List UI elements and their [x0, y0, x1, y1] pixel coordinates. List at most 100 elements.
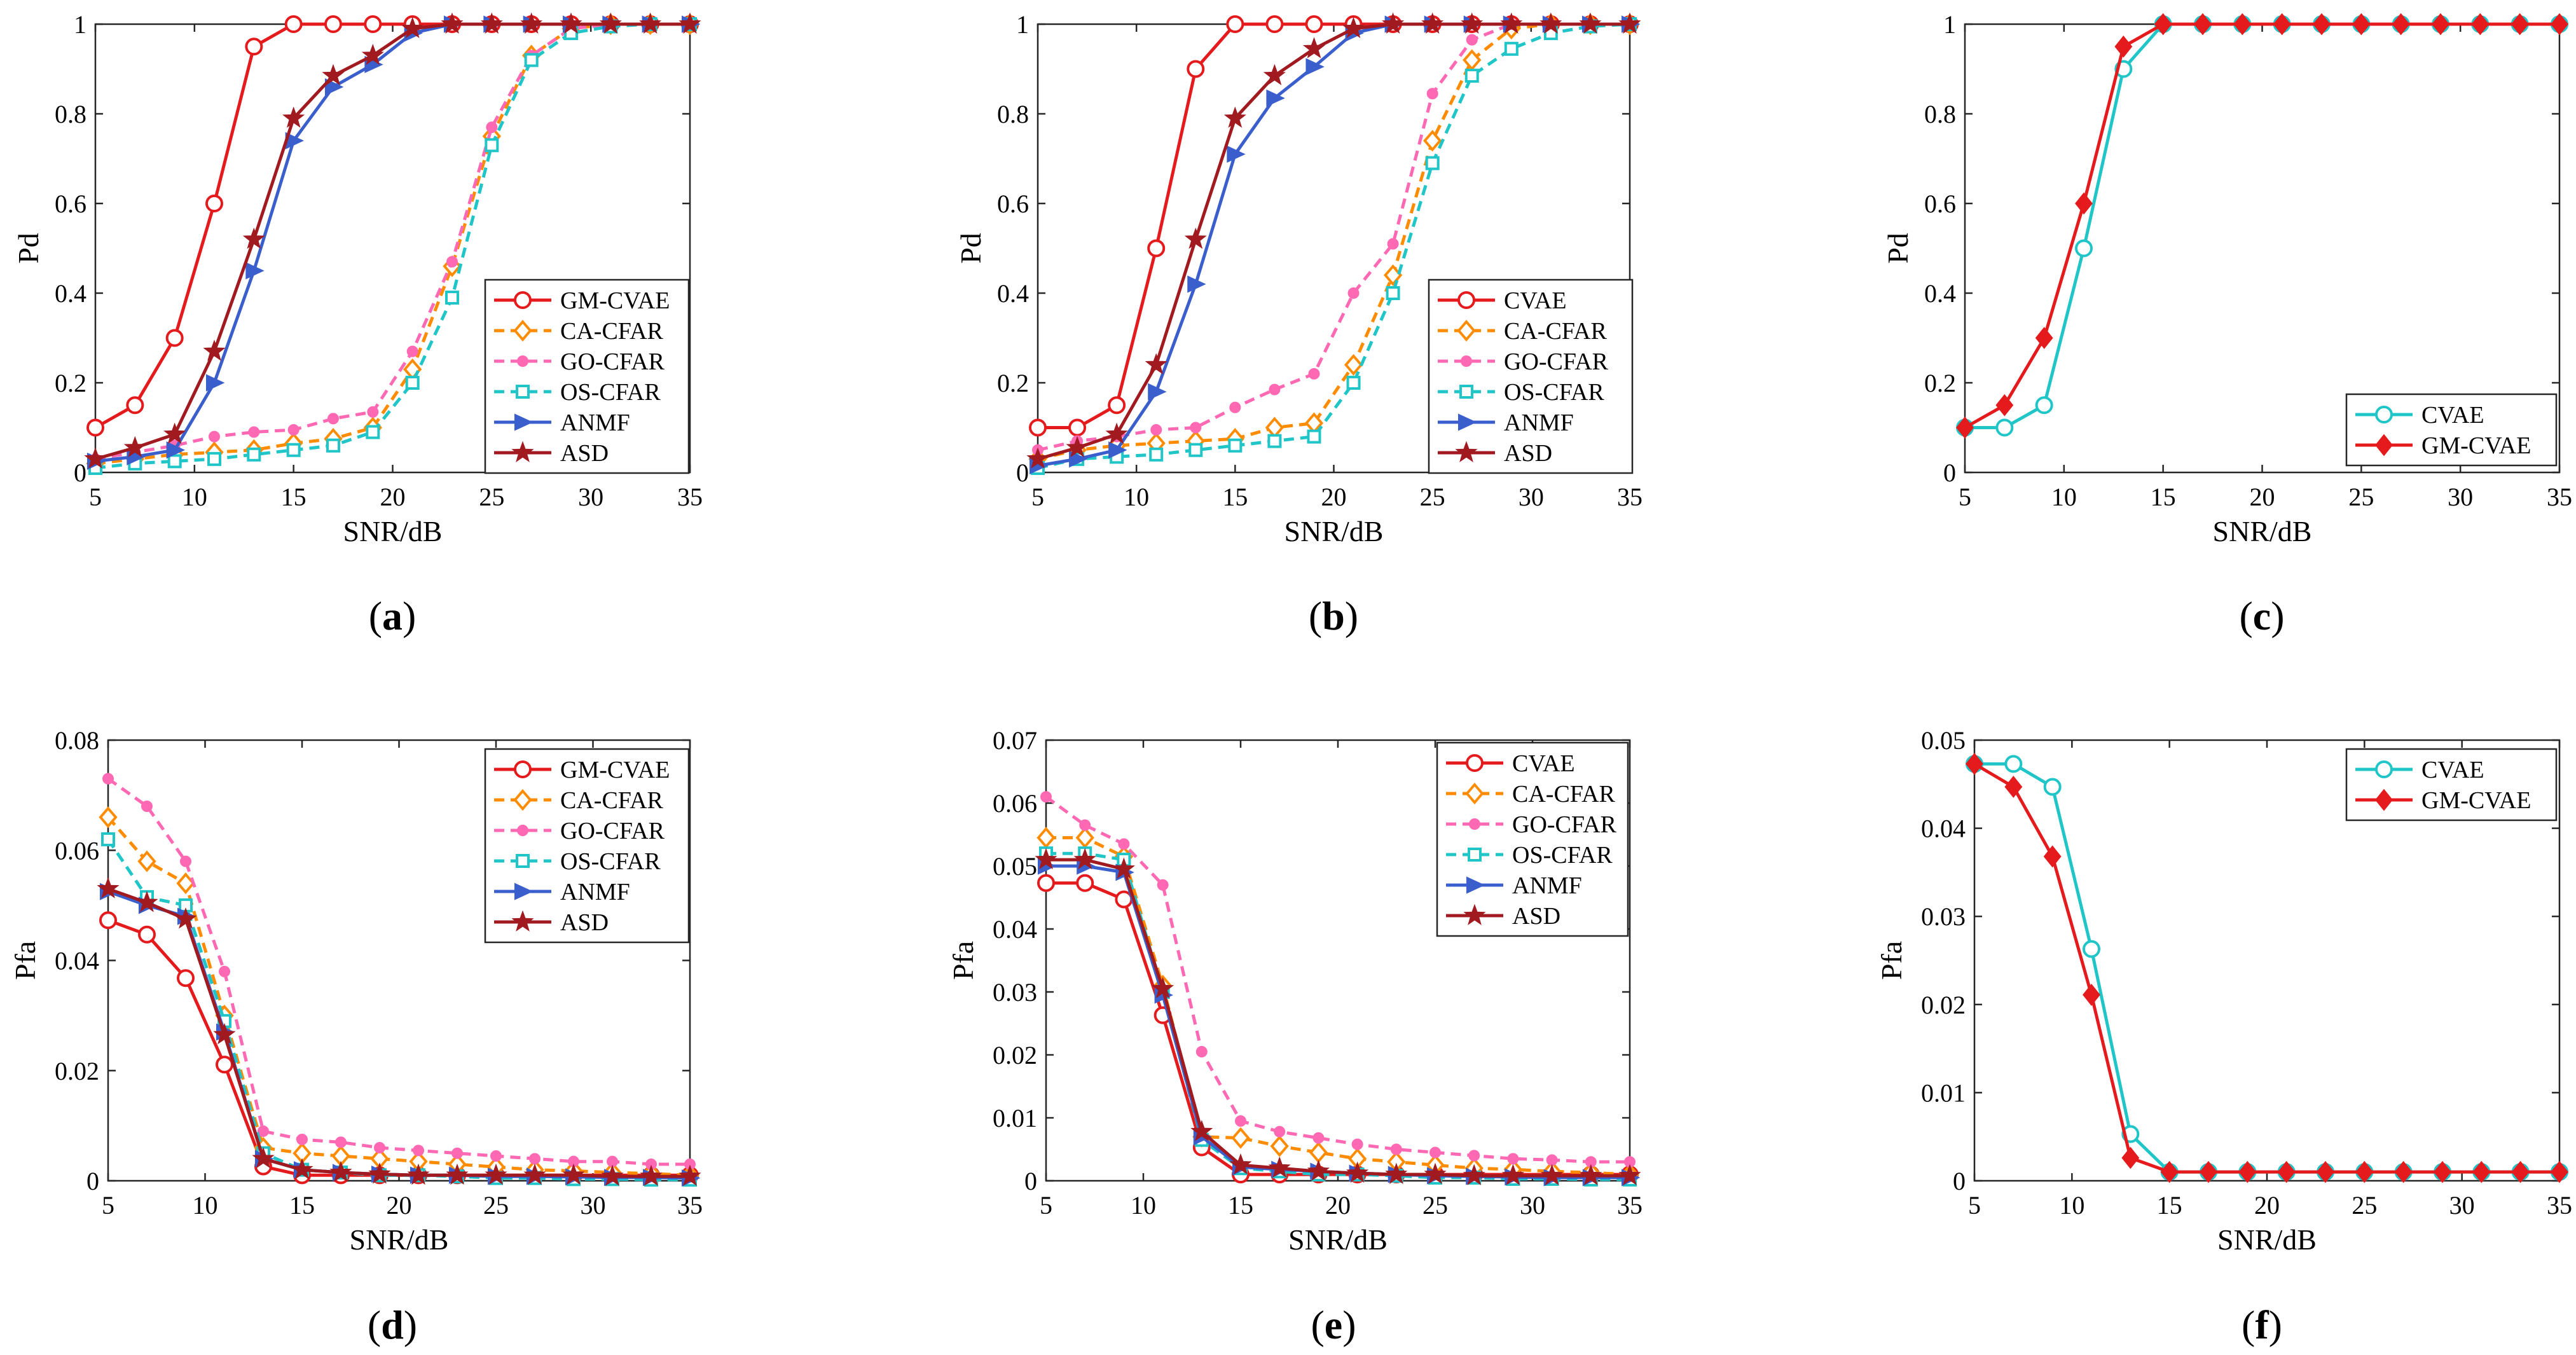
y-tick-label: 0.04 [1921, 815, 1966, 843]
data-point [1351, 1138, 1363, 1150]
legend: CVAE CA-CFAR GO-CFAR OS-CFAR ANMF ASD [1436, 741, 1629, 937]
y-tick-label: 0.02 [993, 1041, 1037, 1070]
data-point [640, 1164, 663, 1186]
data-point [176, 872, 195, 895]
legend-label: OS-CFAR [1512, 842, 1613, 869]
y-tick-label: 0.01 [993, 1104, 1037, 1132]
data-point [126, 396, 144, 415]
data-point [325, 78, 344, 96]
x-axis-label: SNR/dB [2217, 1223, 2317, 1256]
data-point [361, 43, 384, 65]
data-point [2277, 1160, 2296, 1183]
data-point [601, 1164, 624, 1186]
data-point [401, 17, 424, 38]
data-point [1037, 827, 1056, 849]
data-point [446, 1163, 469, 1185]
data-point [403, 358, 422, 380]
data-point [1995, 394, 2014, 416]
data-point [1076, 874, 1094, 892]
data-point [1073, 848, 1096, 870]
data-point [213, 1022, 236, 1045]
series-gm-cvae [1956, 13, 2568, 439]
x-tick-label: 15 [1222, 483, 1248, 511]
data-point [1231, 1127, 1250, 1149]
data-point [327, 413, 339, 425]
data-point [1265, 15, 1284, 33]
data-point [2551, 1160, 2568, 1183]
data-point [1188, 443, 1203, 457]
legend-label: ASD [1504, 440, 1552, 467]
data-point [441, 12, 464, 34]
legend-label: GM-CVAE [2421, 787, 2531, 814]
y-tick-label: 0.03 [1921, 902, 1966, 931]
data-point [180, 855, 191, 867]
data-point [1346, 376, 1361, 390]
data-point [1145, 353, 1167, 375]
data-point [1029, 418, 1047, 437]
y-axis-label: Pd [1882, 233, 1914, 264]
data-point [2075, 192, 2093, 215]
data-point [203, 340, 226, 361]
y-tick-label: 1 [1943, 10, 1956, 39]
data-point [207, 451, 221, 466]
y-tick-label: 0.2 [1924, 369, 1956, 397]
data-point [1302, 37, 1325, 58]
x-tick-label: 20 [380, 483, 406, 511]
legend-label: GM-CVAE [560, 757, 670, 783]
data-point [1223, 106, 1246, 128]
data-point [137, 850, 156, 872]
data-point [1507, 1153, 1519, 1165]
x-tick-label: 35 [2547, 483, 2572, 511]
x-tick-label: 35 [677, 1191, 703, 1220]
data-point [1079, 819, 1091, 831]
data-point [2313, 13, 2331, 36]
data-point [1466, 34, 1478, 46]
data-point [368, 1162, 391, 1184]
data-point [560, 12, 582, 34]
legend-marker [1459, 385, 1473, 399]
y-tick-label: 1 [1016, 10, 1029, 39]
data-point [520, 12, 543, 34]
legend-marker [1466, 754, 1484, 772]
data-point [165, 329, 184, 347]
data-point [599, 12, 622, 34]
x-tick-label: 25 [1420, 483, 1445, 511]
x-tick-label: 5 [102, 1191, 114, 1220]
series-line [1964, 22, 2559, 429]
y-tick-label: 0.6 [997, 189, 1029, 218]
x-tick-label: 25 [479, 483, 504, 511]
data-point [446, 256, 458, 268]
data-point [1274, 1125, 1286, 1138]
legend-marker [1465, 782, 1484, 805]
legend-marker [1466, 876, 1485, 894]
y-tick-label: 0.05 [993, 852, 1037, 881]
series-go-cfar [102, 773, 696, 1171]
data-point [2083, 940, 2100, 958]
data-point [2075, 239, 2093, 258]
chart-panel-c: 5 10 15 20 25 30 35 0 0.2 0.4 0.6 0.8 1 SNR/dB Pd CVAE G… [1882, 10, 2572, 638]
x-tick-label: 5 [1959, 483, 1971, 511]
data-point [1266, 89, 1285, 107]
legend-label: ASD [560, 440, 609, 467]
y-axis-label: Pd [12, 233, 45, 264]
data-point [2273, 13, 2291, 36]
data-point [2394, 1160, 2413, 1183]
data-point [1385, 1162, 1408, 1185]
y-tick-label: 0.02 [1921, 991, 1966, 1019]
legend-label: CA-CFAR [560, 318, 664, 345]
data-point [219, 965, 230, 977]
series-line [1046, 836, 1630, 1176]
legend-marker [1457, 319, 1476, 342]
panel-caption: (a) [369, 593, 417, 638]
legend-marker [516, 854, 530, 868]
data-point [1026, 447, 1049, 469]
x-tick-label: 15 [1228, 1191, 1253, 1220]
data-point [1040, 791, 1052, 803]
data-point [324, 15, 342, 33]
x-tick-label: 35 [1617, 483, 1643, 511]
data-point [1309, 1141, 1328, 1164]
y-tick-label: 0 [1016, 458, 1029, 487]
legend-label: CVAE [2421, 757, 2484, 783]
y-tick-label: 0 [1024, 1167, 1037, 1195]
data-point [1149, 447, 1164, 462]
